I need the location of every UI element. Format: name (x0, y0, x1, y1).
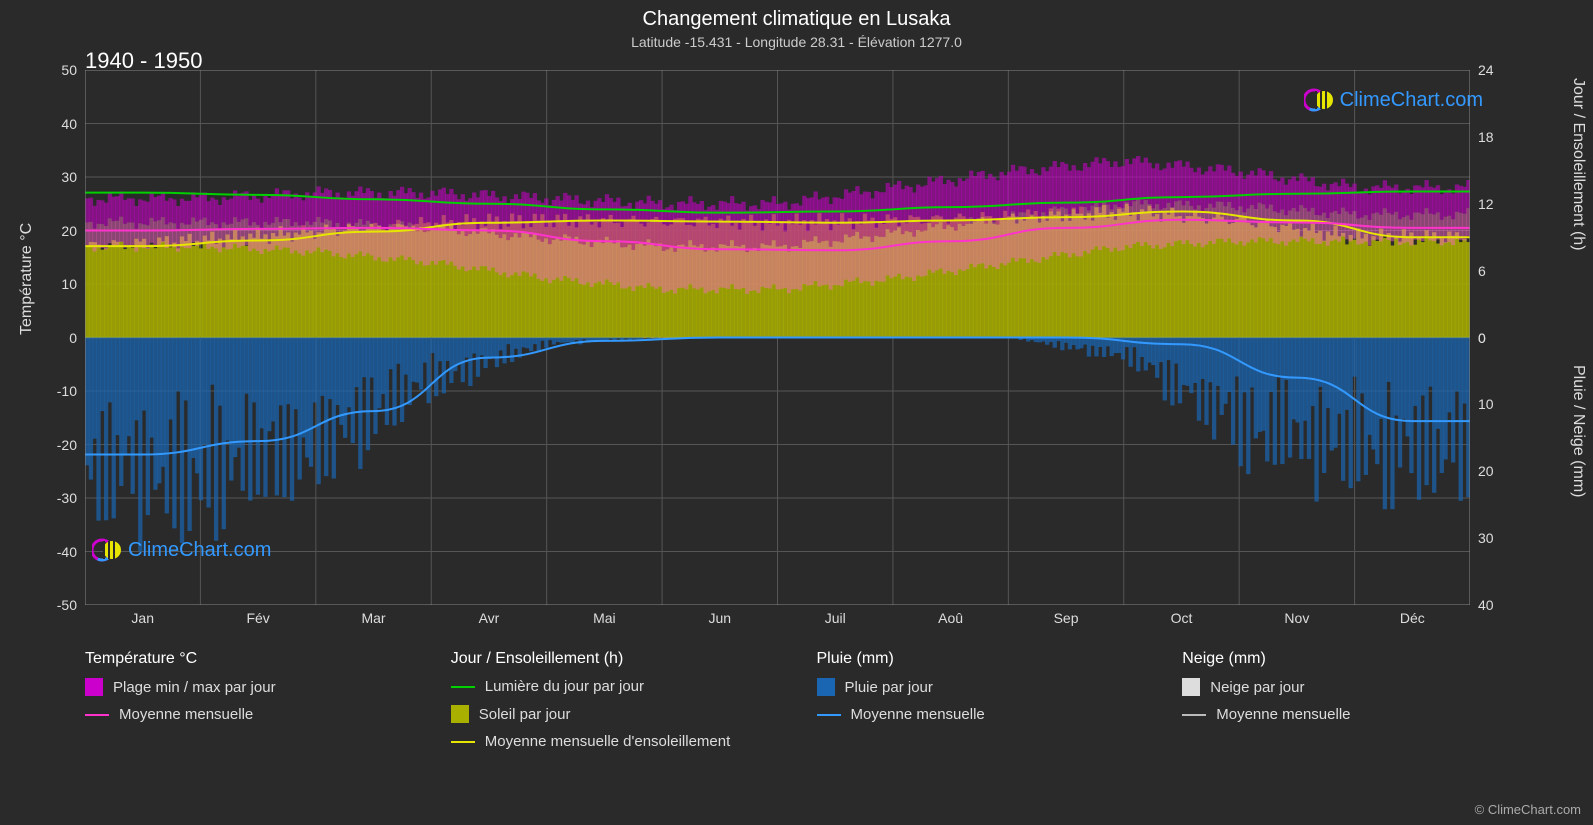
legend-title: Neige (mm) (1182, 650, 1508, 668)
watermark-top-right: ClimeChart.com (1304, 85, 1483, 115)
axis-tick: -30 (57, 490, 77, 506)
legend-label: Lumière du jour par jour (485, 678, 644, 695)
chart-title: Changement climatique en Lusaka (0, 8, 1593, 31)
copyright: © ClimeChart.com (1475, 802, 1581, 817)
swatch-icon (451, 686, 475, 688)
legend-item: Pluie par jour (817, 678, 1143, 696)
axis-tick: 40 (1478, 597, 1494, 613)
legend-label: Moyenne mensuelle (1216, 706, 1350, 723)
month-tick: Jun (708, 610, 731, 626)
legend-col-snow: Neige (mm) Neige par jour Moyenne mensue… (1182, 650, 1508, 760)
legend-label: Moyenne mensuelle d'ensoleillement (485, 733, 731, 750)
swatch-icon (451, 705, 469, 723)
plot-svg (85, 70, 1470, 605)
y-axis-right-bottom-label: Pluie / Neige (mm) (1569, 365, 1587, 497)
axis-tick: 40 (61, 116, 77, 132)
legend-label: Moyenne mensuelle (851, 706, 985, 723)
axis-tick: 30 (1478, 530, 1494, 546)
axis-tick: 50 (61, 62, 77, 78)
legend-label: Soleil par jour (479, 706, 571, 723)
axis-tick: -10 (57, 383, 77, 399)
axis-tick: 24 (1478, 62, 1494, 78)
legend-item: Moyenne mensuelle (1182, 706, 1508, 723)
axis-tick: 12 (1478, 196, 1494, 212)
y-axis-right-top-label: Jour / Ensoleillement (h) (1569, 78, 1587, 251)
month-tick: Juil (825, 610, 846, 626)
month-tick: Avr (479, 610, 500, 626)
logo-icon (92, 535, 122, 565)
axis-tick: 10 (1478, 396, 1494, 412)
axis-tick: 10 (61, 276, 77, 292)
legend-title: Jour / Ensoleillement (h) (451, 650, 777, 668)
plot-area (85, 70, 1470, 605)
watermark-text: ClimeChart.com (128, 539, 271, 562)
legend-item: Moyenne mensuelle (85, 706, 411, 723)
axis-tick: -40 (57, 544, 77, 560)
legend-title: Température °C (85, 650, 411, 668)
month-tick: Jan (131, 610, 154, 626)
axis-tick: -50 (57, 597, 77, 613)
axis-tick: -20 (57, 437, 77, 453)
chart-subtitle: Latitude -15.431 - Longitude 28.31 - Élé… (0, 34, 1593, 50)
swatch-icon (1182, 714, 1206, 716)
month-tick: Mar (361, 610, 385, 626)
month-tick: Déc (1400, 610, 1425, 626)
legend-col-rain: Pluie (mm) Pluie par jour Moyenne mensue… (817, 650, 1143, 760)
y-axis-left-label: Température °C (18, 223, 36, 335)
logo-icon (1304, 85, 1334, 115)
legend-item: Neige par jour (1182, 678, 1508, 696)
legend: Température °C Plage min / max par jour … (85, 650, 1508, 760)
month-tick: Nov (1284, 610, 1309, 626)
legend-label: Plage min / max par jour (113, 679, 276, 696)
month-tick: Aoû (938, 610, 963, 626)
axis-tick: 6 (1478, 263, 1486, 279)
legend-label: Pluie par jour (845, 679, 933, 696)
legend-item: Lumière du jour par jour (451, 678, 777, 695)
legend-item: Moyenne mensuelle (817, 706, 1143, 723)
legend-label: Neige par jour (1210, 679, 1304, 696)
legend-title: Pluie (mm) (817, 650, 1143, 668)
axis-tick: 18 (1478, 129, 1494, 145)
legend-item: Plage min / max par jour (85, 678, 411, 696)
month-tick: Mai (593, 610, 616, 626)
watermark-text: ClimeChart.com (1340, 89, 1483, 112)
axis-tick: 20 (61, 223, 77, 239)
watermark-bottom-left: ClimeChart.com (92, 535, 271, 565)
month-tick: Oct (1171, 610, 1193, 626)
legend-label: Moyenne mensuelle (119, 706, 253, 723)
legend-item: Soleil par jour (451, 705, 777, 723)
swatch-icon (817, 714, 841, 716)
legend-item: Moyenne mensuelle d'ensoleillement (451, 733, 777, 750)
axis-tick: 30 (61, 169, 77, 185)
legend-col-day: Jour / Ensoleillement (h) Lumière du jou… (451, 650, 777, 760)
axis-tick: 0 (1478, 330, 1486, 346)
swatch-icon (85, 714, 109, 716)
axis-tick: 0 (69, 330, 77, 346)
month-tick: Fév (246, 610, 269, 626)
chart-root: Changement climatique en Lusaka Latitude… (0, 0, 1593, 825)
swatch-icon (85, 678, 103, 696)
legend-col-temp: Température °C Plage min / max par jour … (85, 650, 411, 760)
swatch-icon (1182, 678, 1200, 696)
swatch-icon (817, 678, 835, 696)
axis-tick: 20 (1478, 463, 1494, 479)
swatch-icon (451, 741, 475, 743)
month-tick: Sep (1054, 610, 1079, 626)
